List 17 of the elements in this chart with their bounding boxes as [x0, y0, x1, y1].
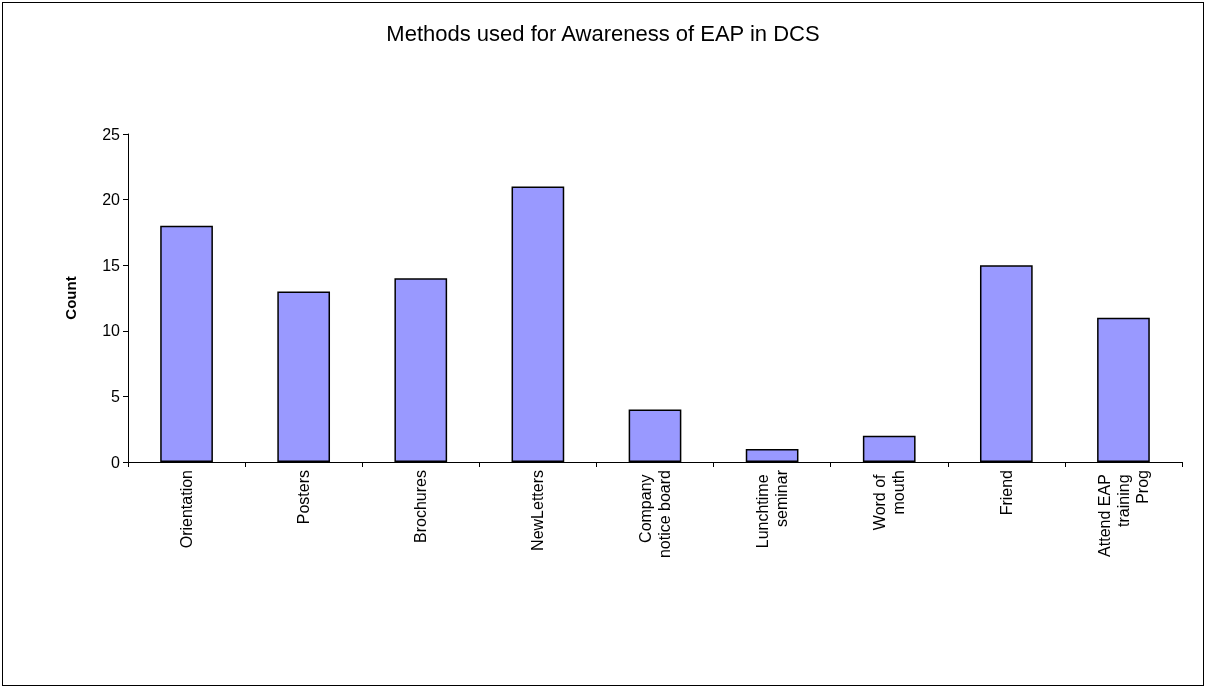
y-tick-label: 5 — [111, 387, 121, 405]
x-tick-label: Attend EAP training Prog — [1095, 470, 1151, 557]
y-axis-title: Count — [62, 276, 79, 320]
x-tick-label: Orientation — [178, 470, 196, 549]
x-tick-label: Friend — [997, 470, 1015, 516]
x-tick-label: NewLetters — [529, 470, 547, 551]
y-tick-label: 0 — [111, 453, 121, 471]
x-tick-label: Brochures — [412, 470, 430, 543]
y-tick-label: 25 — [102, 125, 121, 143]
y-tick-label: 20 — [102, 191, 121, 209]
x-tick-label: Lunchtime seminar — [754, 469, 791, 549]
x-tick-label: Company notice board — [637, 470, 673, 559]
y-tick-label: 10 — [102, 322, 121, 340]
chart-title: Methods used for Awareness of EAP in DCS — [386, 20, 820, 46]
y-tick-label: 15 — [102, 256, 121, 274]
x-tick-label: Posters — [295, 470, 313, 525]
x-tick-label: Word of mouth — [871, 470, 908, 531]
